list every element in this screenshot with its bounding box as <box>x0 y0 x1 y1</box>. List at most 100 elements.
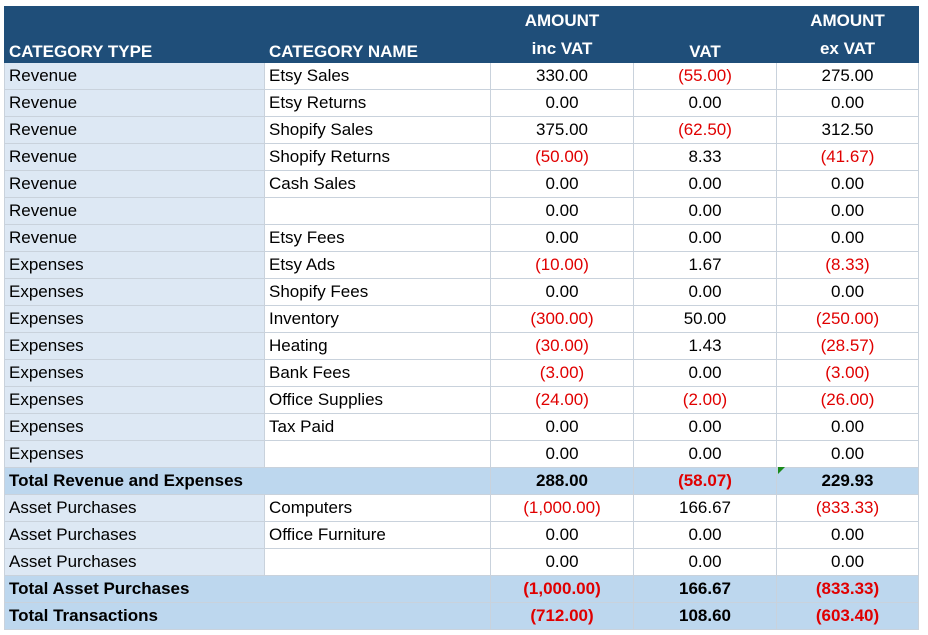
amount-inc-vat-cell[interactable]: (1,000.00) <box>490 494 634 522</box>
category-type-cell[interactable]: Revenue <box>4 197 265 225</box>
vat-cell[interactable]: 1.67 <box>633 251 777 279</box>
vat-cell[interactable]: 0.00 <box>633 197 777 225</box>
amount-inc-vat-cell[interactable]: 0.00 <box>490 89 634 117</box>
header-category-type[interactable]: CATEGORY TYPE <box>4 6 265 63</box>
header-amount-inc-vat-bottom[interactable]: inc VAT <box>490 35 634 63</box>
amount-ex-vat-cell[interactable]: 0.00 <box>776 278 919 306</box>
vat-cell[interactable]: 0.00 <box>633 89 777 117</box>
category-name-cell[interactable]: Computers <box>264 494 491 522</box>
vat-cell[interactable]: 50.00 <box>633 305 777 333</box>
amount-inc-vat-cell[interactable]: (30.00) <box>490 332 634 360</box>
header-amount-inc-vat-top[interactable]: AMOUNT <box>490 6 634 36</box>
comment-indicator-icon[interactable] <box>778 467 785 474</box>
amount-ex-vat-cell[interactable]: 312.50 <box>776 116 919 144</box>
category-name-cell[interactable]: Shopify Returns <box>264 143 491 171</box>
category-name-cell[interactable]: Bank Fees <box>264 359 491 387</box>
amount-ex-vat-cell[interactable]: (8.33) <box>776 251 919 279</box>
amount-ex-vat-cell[interactable]: 229.93 <box>776 467 919 495</box>
amount-inc-vat-cell[interactable]: (24.00) <box>490 386 634 414</box>
category-name-cell[interactable] <box>264 440 491 468</box>
category-type-cell[interactable]: Revenue <box>4 170 265 198</box>
category-type-cell[interactable]: Expenses <box>4 305 265 333</box>
vat-cell[interactable]: (58.07) <box>633 467 777 495</box>
amount-ex-vat-cell[interactable]: (28.57) <box>776 332 919 360</box>
amount-inc-vat-cell[interactable]: (10.00) <box>490 251 634 279</box>
category-type-cell[interactable]: Expenses <box>4 332 265 360</box>
amount-ex-vat-cell[interactable]: (250.00) <box>776 305 919 333</box>
total-label-cell[interactable]: Total Revenue and Expenses <box>4 467 491 495</box>
category-name-cell[interactable]: Etsy Sales <box>264 62 491 90</box>
category-type-cell[interactable]: Revenue <box>4 62 265 90</box>
vat-cell[interactable]: 0.00 <box>633 278 777 306</box>
category-type-cell[interactable]: Revenue <box>4 116 265 144</box>
category-name-cell[interactable]: Shopify Sales <box>264 116 491 144</box>
amount-inc-vat-cell[interactable]: (712.00) <box>490 602 634 630</box>
vat-cell[interactable]: 0.00 <box>633 224 777 252</box>
category-name-cell[interactable]: Cash Sales <box>264 170 491 198</box>
amount-ex-vat-cell[interactable]: (603.40) <box>776 602 919 630</box>
vat-cell[interactable]: 166.67 <box>633 575 777 603</box>
vat-cell[interactable]: 0.00 <box>633 440 777 468</box>
amount-inc-vat-cell[interactable]: 375.00 <box>490 116 634 144</box>
amount-ex-vat-cell[interactable]: 0.00 <box>776 413 919 441</box>
header-vat[interactable]: VAT <box>633 6 777 63</box>
total-label-cell[interactable]: Total Asset Purchases <box>4 575 491 603</box>
header-amount-ex-vat-top[interactable]: AMOUNT <box>776 6 919 36</box>
category-type-cell[interactable]: Revenue <box>4 89 265 117</box>
header-category-name[interactable]: CATEGORY NAME <box>264 6 491 63</box>
vat-cell[interactable]: 0.00 <box>633 170 777 198</box>
category-name-cell[interactable] <box>264 197 491 225</box>
category-name-cell[interactable]: Etsy Ads <box>264 251 491 279</box>
category-type-cell[interactable]: Asset Purchases <box>4 521 265 549</box>
category-type-cell[interactable]: Expenses <box>4 413 265 441</box>
amount-inc-vat-cell[interactable]: 0.00 <box>490 521 634 549</box>
category-name-cell[interactable]: Etsy Returns <box>264 89 491 117</box>
vat-cell[interactable]: 166.67 <box>633 494 777 522</box>
amount-ex-vat-cell[interactable]: (833.33) <box>776 575 919 603</box>
vat-cell[interactable]: 0.00 <box>633 548 777 576</box>
amount-inc-vat-cell[interactable]: 0.00 <box>490 440 634 468</box>
category-name-cell[interactable] <box>264 548 491 576</box>
amount-ex-vat-cell[interactable]: (3.00) <box>776 359 919 387</box>
amount-ex-vat-cell[interactable]: 0.00 <box>776 440 919 468</box>
category-type-cell[interactable]: Expenses <box>4 278 265 306</box>
amount-ex-vat-cell[interactable]: 0.00 <box>776 521 919 549</box>
category-type-cell[interactable]: Expenses <box>4 251 265 279</box>
category-type-cell[interactable]: Expenses <box>4 359 265 387</box>
amount-inc-vat-cell[interactable]: (3.00) <box>490 359 634 387</box>
amount-inc-vat-cell[interactable]: (1,000.00) <box>490 575 634 603</box>
category-type-cell[interactable]: Expenses <box>4 386 265 414</box>
category-name-cell[interactable]: Shopify Fees <box>264 278 491 306</box>
amount-inc-vat-cell[interactable]: 330.00 <box>490 62 634 90</box>
amount-inc-vat-cell[interactable]: 288.00 <box>490 467 634 495</box>
category-name-cell[interactable]: Tax Paid <box>264 413 491 441</box>
amount-inc-vat-cell[interactable]: 0.00 <box>490 278 634 306</box>
amount-ex-vat-cell[interactable]: 0.00 <box>776 170 919 198</box>
amount-ex-vat-cell[interactable]: (41.67) <box>776 143 919 171</box>
vat-cell[interactable]: 0.00 <box>633 359 777 387</box>
amount-inc-vat-cell[interactable]: (50.00) <box>490 143 634 171</box>
vat-cell[interactable]: 1.43 <box>633 332 777 360</box>
category-name-cell[interactable]: Inventory <box>264 305 491 333</box>
amount-inc-vat-cell[interactable]: (300.00) <box>490 305 634 333</box>
header-amount-ex-vat-bottom[interactable]: ex VAT <box>776 35 919 63</box>
category-name-cell[interactable]: Etsy Fees <box>264 224 491 252</box>
category-type-cell[interactable]: Revenue <box>4 143 265 171</box>
category-type-cell[interactable]: Asset Purchases <box>4 494 265 522</box>
vat-cell[interactable]: 8.33 <box>633 143 777 171</box>
amount-ex-vat-cell[interactable]: (833.33) <box>776 494 919 522</box>
vat-cell[interactable]: 108.60 <box>633 602 777 630</box>
total-label-cell[interactable]: Total Transactions <box>4 602 491 630</box>
category-type-cell[interactable]: Revenue <box>4 224 265 252</box>
amount-ex-vat-cell[interactable]: 0.00 <box>776 548 919 576</box>
amount-ex-vat-cell[interactable]: 0.00 <box>776 224 919 252</box>
vat-cell[interactable]: (62.50) <box>633 116 777 144</box>
category-type-cell[interactable]: Expenses <box>4 440 265 468</box>
vat-cell[interactable]: (55.00) <box>633 62 777 90</box>
category-name-cell[interactable]: Office Furniture <box>264 521 491 549</box>
amount-inc-vat-cell[interactable]: 0.00 <box>490 548 634 576</box>
vat-cell[interactable]: 0.00 <box>633 521 777 549</box>
amount-inc-vat-cell[interactable]: 0.00 <box>490 413 634 441</box>
amount-ex-vat-cell[interactable]: (26.00) <box>776 386 919 414</box>
category-name-cell[interactable]: Office Supplies <box>264 386 491 414</box>
